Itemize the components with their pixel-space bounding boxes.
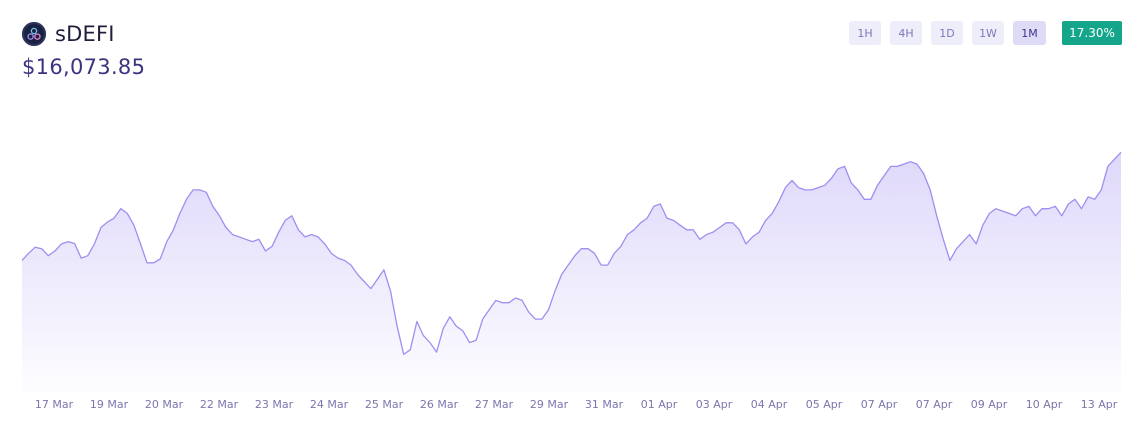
x-tick-label: 07 Apr (861, 398, 898, 411)
x-tick-label: 22 Mar (200, 398, 239, 411)
timeframe-1w-button[interactable]: 1W (972, 21, 1004, 45)
x-tick-label: 23 Mar (255, 398, 294, 411)
x-tick-label: 03 Apr (696, 398, 733, 411)
x-tick-label: 04 Apr (751, 398, 788, 411)
x-tick-label: 17 Mar (35, 398, 74, 411)
current-price: $16,073.85 (22, 55, 146, 79)
timeframe-selector: 1H 4H 1D 1W 1M (849, 21, 1055, 45)
x-tick-label: 13 Apr (1081, 398, 1118, 411)
price-change-badge: 17.30% (1062, 21, 1122, 45)
x-tick-label: 29 Mar (530, 398, 569, 411)
token-logo-glyph (27, 27, 41, 40)
price-area-fill (22, 152, 1121, 392)
timeframe-1d-button[interactable]: 1D (931, 21, 963, 45)
x-tick-label: 26 Mar (420, 398, 459, 411)
x-tick-label: 25 Mar (365, 398, 404, 411)
x-tick-label: 27 Mar (475, 398, 514, 411)
x-tick-label: 09 Apr (971, 398, 1008, 411)
x-tick-label: 31 Mar (585, 398, 624, 411)
x-axis-labels: 17 Mar 19 Mar 20 Mar 22 Mar 23 Mar 24 Mar 25 M… (35, 398, 1118, 411)
timeframe-1m-button[interactable]: 1M (1013, 21, 1046, 45)
price-line (21, 151, 1122, 356)
x-tick-label: 20 Mar (145, 398, 184, 411)
x-tick-label: 24 Mar (310, 398, 349, 411)
x-tick-label: 07 Apr (916, 398, 953, 411)
sdefi-token-icon (22, 22, 46, 46)
timeframe-4h-button[interactable]: 4H (890, 21, 922, 45)
x-tick-label: 19 Mar (90, 398, 129, 411)
x-tick-label: 05 Apr (806, 398, 843, 411)
x-tick-label: 10 Apr (1026, 398, 1063, 411)
token-title-row: sDEFI (22, 22, 145, 46)
chart-header: sDEFI $16,073.85 (22, 22, 145, 79)
x-tick-label: 01 Apr (641, 398, 678, 411)
timeframe-1h-button[interactable]: 1H (849, 21, 881, 45)
token-name: sDEFI (55, 22, 115, 46)
